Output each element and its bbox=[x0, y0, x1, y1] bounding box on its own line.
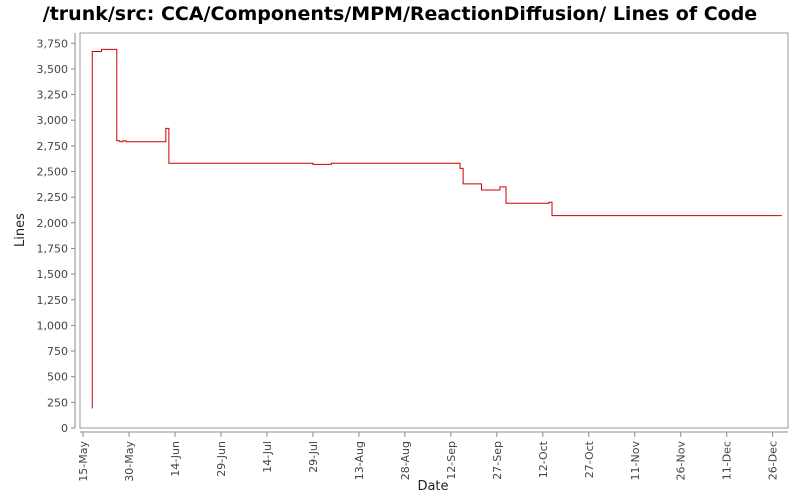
x-tick-label: 27-Oct bbox=[583, 440, 596, 478]
x-tick-label: 29-Jul bbox=[307, 441, 320, 473]
x-tick-label: 26-Dec bbox=[767, 441, 780, 480]
x-tick-label: 26-Nov bbox=[675, 441, 688, 481]
x-tick-label: 15-May bbox=[77, 441, 90, 482]
y-ticks: 0 250 500 750 1,000 1,250 1,500 1,750 2,000 2,250… bbox=[37, 37, 75, 435]
x-axis-label: Date bbox=[417, 479, 448, 494]
y-tick-label: 1,500 bbox=[37, 268, 69, 281]
x-tick-label: 29-Jun bbox=[215, 441, 228, 477]
y-tick-label: 0 bbox=[61, 422, 68, 435]
x-tick-label: 14-Jun bbox=[169, 441, 182, 477]
y-tick-label: 3,500 bbox=[37, 63, 69, 76]
y-tick-label: 2,750 bbox=[37, 140, 69, 153]
x-tick-label: 27-Sep bbox=[491, 441, 504, 480]
y-tick-label: 750 bbox=[47, 345, 68, 358]
plot-area bbox=[79, 32, 789, 429]
y-tick-label: 1,750 bbox=[37, 242, 69, 255]
x-tick-label: 13-Aug bbox=[353, 441, 366, 480]
x-tick-label: 11-Dec bbox=[721, 441, 734, 480]
x-tick-label: 11-Nov bbox=[629, 441, 642, 481]
y-tick-label: 1,000 bbox=[37, 319, 69, 332]
y-tick-label: 1,250 bbox=[37, 294, 69, 307]
y-tick-label: 3,250 bbox=[37, 89, 69, 102]
chart-title: /trunk/src: CCA/Components/MPM/ReactionD… bbox=[42, 3, 758, 25]
y-tick-label: 2,500 bbox=[37, 166, 69, 179]
x-tick-label: 14-Jul bbox=[261, 441, 274, 473]
y-tick-label: 250 bbox=[47, 396, 68, 409]
x-tick-label: 12-Oct bbox=[537, 440, 550, 478]
y-tick-label: 3,750 bbox=[37, 37, 69, 50]
y-tick-label: 500 bbox=[47, 371, 68, 384]
x-tick-label: 30-May bbox=[123, 441, 136, 482]
series-line bbox=[91, 48, 782, 409]
y-tick-label: 2,250 bbox=[37, 191, 69, 204]
x-tick-label: 12-Sep bbox=[445, 441, 458, 480]
y-axis-label: Lines bbox=[13, 213, 28, 247]
x-tick-label: 28-Aug bbox=[399, 441, 412, 480]
x-ticks: 15-May 30-May 14-Jun 29-Jun 14-Jul 29-Jul 13-A… bbox=[77, 432, 780, 482]
y-tick-label: 2,000 bbox=[37, 217, 69, 230]
series-layer bbox=[91, 48, 782, 409]
y-tick-label: 3,000 bbox=[37, 114, 69, 127]
